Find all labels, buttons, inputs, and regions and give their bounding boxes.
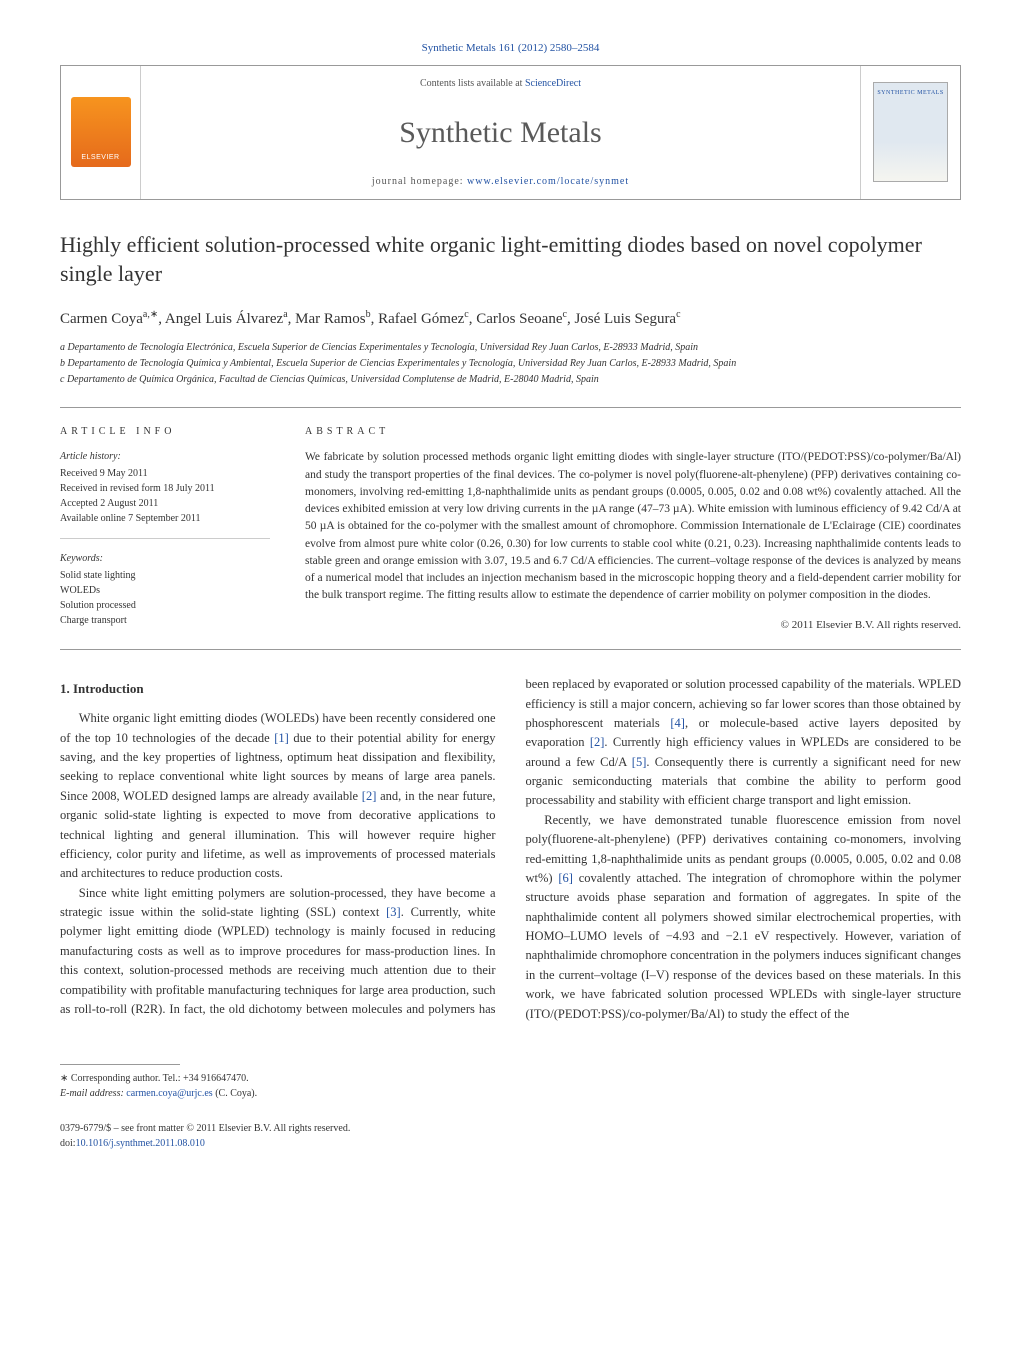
elsevier-logo: ELSEVIER xyxy=(71,97,131,167)
ref-link[interactable]: [3] xyxy=(386,905,401,919)
abstract-copyright: © 2011 Elsevier B.V. All rights reserved… xyxy=(305,617,961,634)
ref-link[interactable]: [5] xyxy=(632,755,647,769)
journal-name: Synthetic Metals xyxy=(399,110,601,155)
header-center: Contents lists available at ScienceDirec… xyxy=(141,66,860,199)
ref-link[interactable]: [2] xyxy=(362,789,377,803)
abstract-text: We fabricate by solution processed metho… xyxy=(305,449,961,604)
ref-link[interactable]: [2] xyxy=(590,735,605,749)
keyword-item: Solution processed xyxy=(60,598,270,613)
affiliation-b: b Departamento de Tecnología Química y A… xyxy=(60,356,961,371)
corr-author-line: ∗ Corresponding author. Tel.: +34 916647… xyxy=(60,1071,961,1086)
keyword-item: WOLEDs xyxy=(60,583,270,598)
journal-homepage-line: journal homepage: www.elsevier.com/locat… xyxy=(372,174,629,189)
author-list: Carmen Coyaa,∗, Angel Luis Álvareza, Mar… xyxy=(60,307,961,331)
article-info-label: article info xyxy=(60,424,270,439)
page-footer: 0379-6779/$ – see front matter © 2011 El… xyxy=(60,1121,961,1151)
history-received: Received 9 May 2011 xyxy=(60,466,270,481)
keyword-item: Solid state lighting xyxy=(60,568,270,583)
contents-available-line: Contents lists available at ScienceDirec… xyxy=(420,76,581,91)
abstract-label: abstract xyxy=(305,424,961,439)
article-info-column: article info Article history: Received 9… xyxy=(60,424,270,633)
body-paragraph: White organic light emitting diodes (WOL… xyxy=(60,709,496,883)
ref-link[interactable]: [1] xyxy=(274,731,289,745)
info-abstract-row: article info Article history: Received 9… xyxy=(60,407,961,650)
history-revised: Received in revised form 18 July 2011 xyxy=(60,481,270,496)
ref-link[interactable]: [6] xyxy=(558,871,573,885)
affiliations: a Departamento de Tecnología Electrónica… xyxy=(60,340,961,387)
publisher-logo-cell: ELSEVIER xyxy=(61,66,141,199)
corresponding-author-footnote: ∗ Corresponding author. Tel.: +34 916647… xyxy=(60,1071,961,1101)
email-label: E-mail address: xyxy=(60,1088,126,1099)
abstract-column: abstract We fabricate by solution proces… xyxy=(305,424,961,633)
elsevier-logo-text: ELSEVIER xyxy=(81,153,119,164)
journal-cover-thumbnail: SYNTHETIC METALS xyxy=(873,82,948,182)
citation-header: Synthetic Metals 161 (2012) 2580–2584 xyxy=(60,40,961,57)
body-paragraph: Recently, we have demonstrated tunable f… xyxy=(526,811,962,1024)
journal-homepage-link[interactable]: www.elsevier.com/locate/synmet xyxy=(467,176,629,187)
doi-line: doi:10.1016/j.synthmet.2011.08.010 xyxy=(60,1136,961,1151)
history-accepted: Accepted 2 August 2011 xyxy=(60,496,270,511)
section-1-heading: 1. Introduction xyxy=(60,679,496,699)
keywords-label: Keywords: xyxy=(60,551,270,566)
corr-email-line: E-mail address: carmen.coya@urjc.es (C. … xyxy=(60,1086,961,1101)
keywords-block: Keywords: Solid state lighting WOLEDs So… xyxy=(60,551,270,628)
contents-prefix: Contents lists available at xyxy=(420,78,525,89)
cover-thumb-cell: SYNTHETIC METALS xyxy=(860,66,960,199)
cover-thumb-title: SYNTHETIC METALS xyxy=(877,89,943,98)
homepage-prefix: journal homepage: xyxy=(372,176,467,187)
doi-link[interactable]: 10.1016/j.synthmet.2011.08.010 xyxy=(76,1138,205,1149)
article-history-label: Article history: xyxy=(60,449,270,464)
sciencedirect-link[interactable]: ScienceDirect xyxy=(525,78,581,89)
affiliation-c: c Departamento de Química Orgánica, Facu… xyxy=(60,372,961,387)
article-history-block: Article history: Received 9 May 2011 Rec… xyxy=(60,449,270,539)
footnote-separator xyxy=(60,1064,180,1065)
ref-link[interactable]: [4] xyxy=(670,716,685,730)
email-suffix: (C. Coya). xyxy=(213,1088,257,1099)
front-matter-line: 0379-6779/$ – see front matter © 2011 El… xyxy=(60,1121,961,1136)
keyword-item: Charge transport xyxy=(60,613,270,628)
history-online: Available online 7 September 2011 xyxy=(60,511,270,526)
corr-email-link[interactable]: carmen.coya@urjc.es xyxy=(126,1088,212,1099)
body-two-column: 1. Introduction White organic light emit… xyxy=(60,675,961,1024)
journal-header-box: ELSEVIER Contents lists available at Sci… xyxy=(60,65,961,200)
article-title: Highly efficient solution-processed whit… xyxy=(60,230,961,289)
affiliation-a: a Departamento de Tecnología Electrónica… xyxy=(60,340,961,355)
doi-prefix: doi: xyxy=(60,1138,76,1149)
